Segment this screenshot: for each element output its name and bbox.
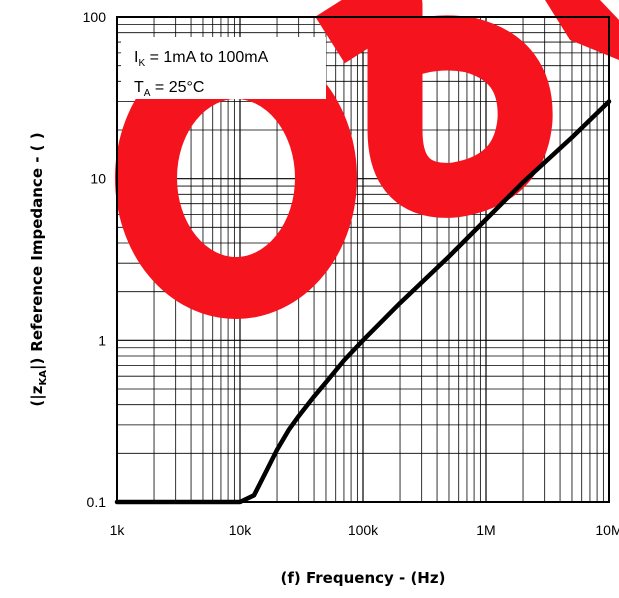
annotation-box xyxy=(121,37,326,99)
y-tick-label: 0.1 xyxy=(87,494,107,510)
series-layer xyxy=(114,99,612,505)
x-tick-label: 100k xyxy=(348,522,379,538)
y-axis-label: (|zKA|)Reference Impedance - ( ) xyxy=(28,132,49,406)
y-tick-label: 1 xyxy=(98,332,106,348)
watermark-fragment xyxy=(545,0,619,60)
y-tick-labels: 0.1 1 10 100 xyxy=(83,9,107,510)
y-tick-label: 100 xyxy=(83,9,107,25)
impedance-curve-line xyxy=(114,99,612,505)
x-tick-label: 10k xyxy=(229,522,253,538)
x-axis-label: (f) Frequency - (Hz) xyxy=(281,569,446,587)
annotation-temperature: TA = 25°C xyxy=(134,79,204,99)
x-tick-label: 1M xyxy=(476,522,495,538)
watermark-o-shape xyxy=(115,37,357,319)
annotation-current: IK = 1mA to 100mA xyxy=(134,49,269,69)
watermark-p-shape xyxy=(315,0,553,218)
plot-frame xyxy=(116,16,610,503)
x-tick-label: 10M xyxy=(595,522,619,538)
x-tick-label: 1k xyxy=(110,522,126,538)
x-tick-labels: 1k 10k 100k 1M 10M xyxy=(110,522,619,538)
y-tick-label: 10 xyxy=(90,171,106,187)
